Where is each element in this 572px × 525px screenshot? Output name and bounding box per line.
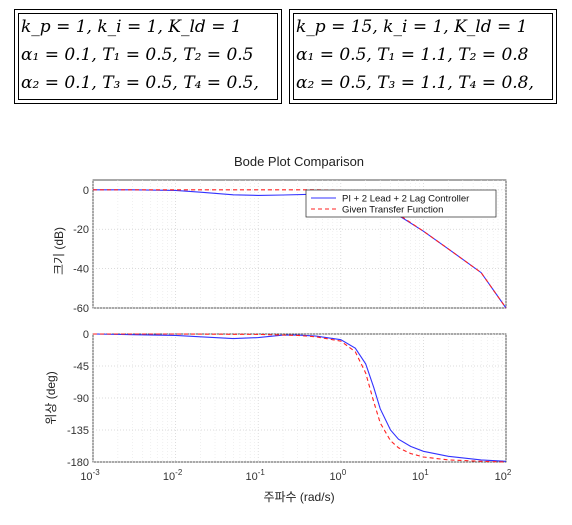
y-tick-label: -180: [67, 457, 89, 469]
parameter-line: α₂ = 0.5, T₃ = 1.1, T₄ = 0.8,: [296, 73, 534, 93]
y-tick-label: -60: [73, 303, 89, 315]
parameter-line: k_p = 15, k_i = 1, K_ld = 1: [296, 17, 528, 37]
x-axis-label: 주파수 (rad/s): [263, 490, 334, 504]
legend-box: [305, 189, 497, 218]
chart-title: Bode Plot Comparison: [234, 154, 364, 169]
y-tick-label: -20: [73, 224, 89, 236]
x-tick-label: 100: [329, 468, 346, 483]
y-tick-label: 0: [83, 329, 89, 341]
parameter-box-inner-border: [18, 13, 278, 100]
y-tick-label: 0: [83, 185, 89, 197]
y-tick-label: -90: [73, 393, 89, 405]
legend-entry: Given Transfer Function: [342, 205, 443, 216]
parameter-box-right: k_p = 15, k_i = 1, K_ld = 1 α₁ = 0.5, T₁…: [289, 9, 557, 104]
parameter-line: α₂ = 0.1, T₃ = 0.5, T₄ = 0.5,: [21, 73, 259, 93]
y-tick-label: -135: [67, 425, 89, 437]
y-tick-label: -40: [73, 264, 89, 276]
x-tick-label: 101: [412, 468, 429, 483]
legend-entry: PI + 2 Lead + 2 Lag Controller: [342, 194, 469, 205]
x-tick-label: 10-3: [80, 468, 100, 483]
parameter-box-left: k_p = 1, k_i = 1, K_ld = 1 α₁ = 0.1, T₁ …: [14, 9, 282, 104]
magnitude-y-axis-label: 크기 (dB): [52, 227, 66, 275]
phase-y-axis-label: 위상 (deg): [44, 371, 58, 424]
parameter-line: α₁ = 0.1, T₁ = 0.5, T₂ = 0.5: [21, 45, 254, 65]
parameter-line: k_p = 1, k_i = 1, K_ld = 1: [21, 17, 242, 37]
parameter-box-inner-border: [293, 13, 553, 100]
y-tick-label: -45: [73, 361, 89, 373]
x-tick-label: 10-2: [163, 468, 183, 483]
plot-area: [92, 333, 507, 463]
parameter-line: α₁ = 0.5, T₁ = 1.1, T₂ = 0.8: [296, 45, 529, 65]
x-tick-label: 10-1: [246, 468, 266, 483]
series-line: [92, 333, 507, 462]
x-tick-label: 102: [495, 468, 512, 483]
series-line: [93, 333, 507, 463]
